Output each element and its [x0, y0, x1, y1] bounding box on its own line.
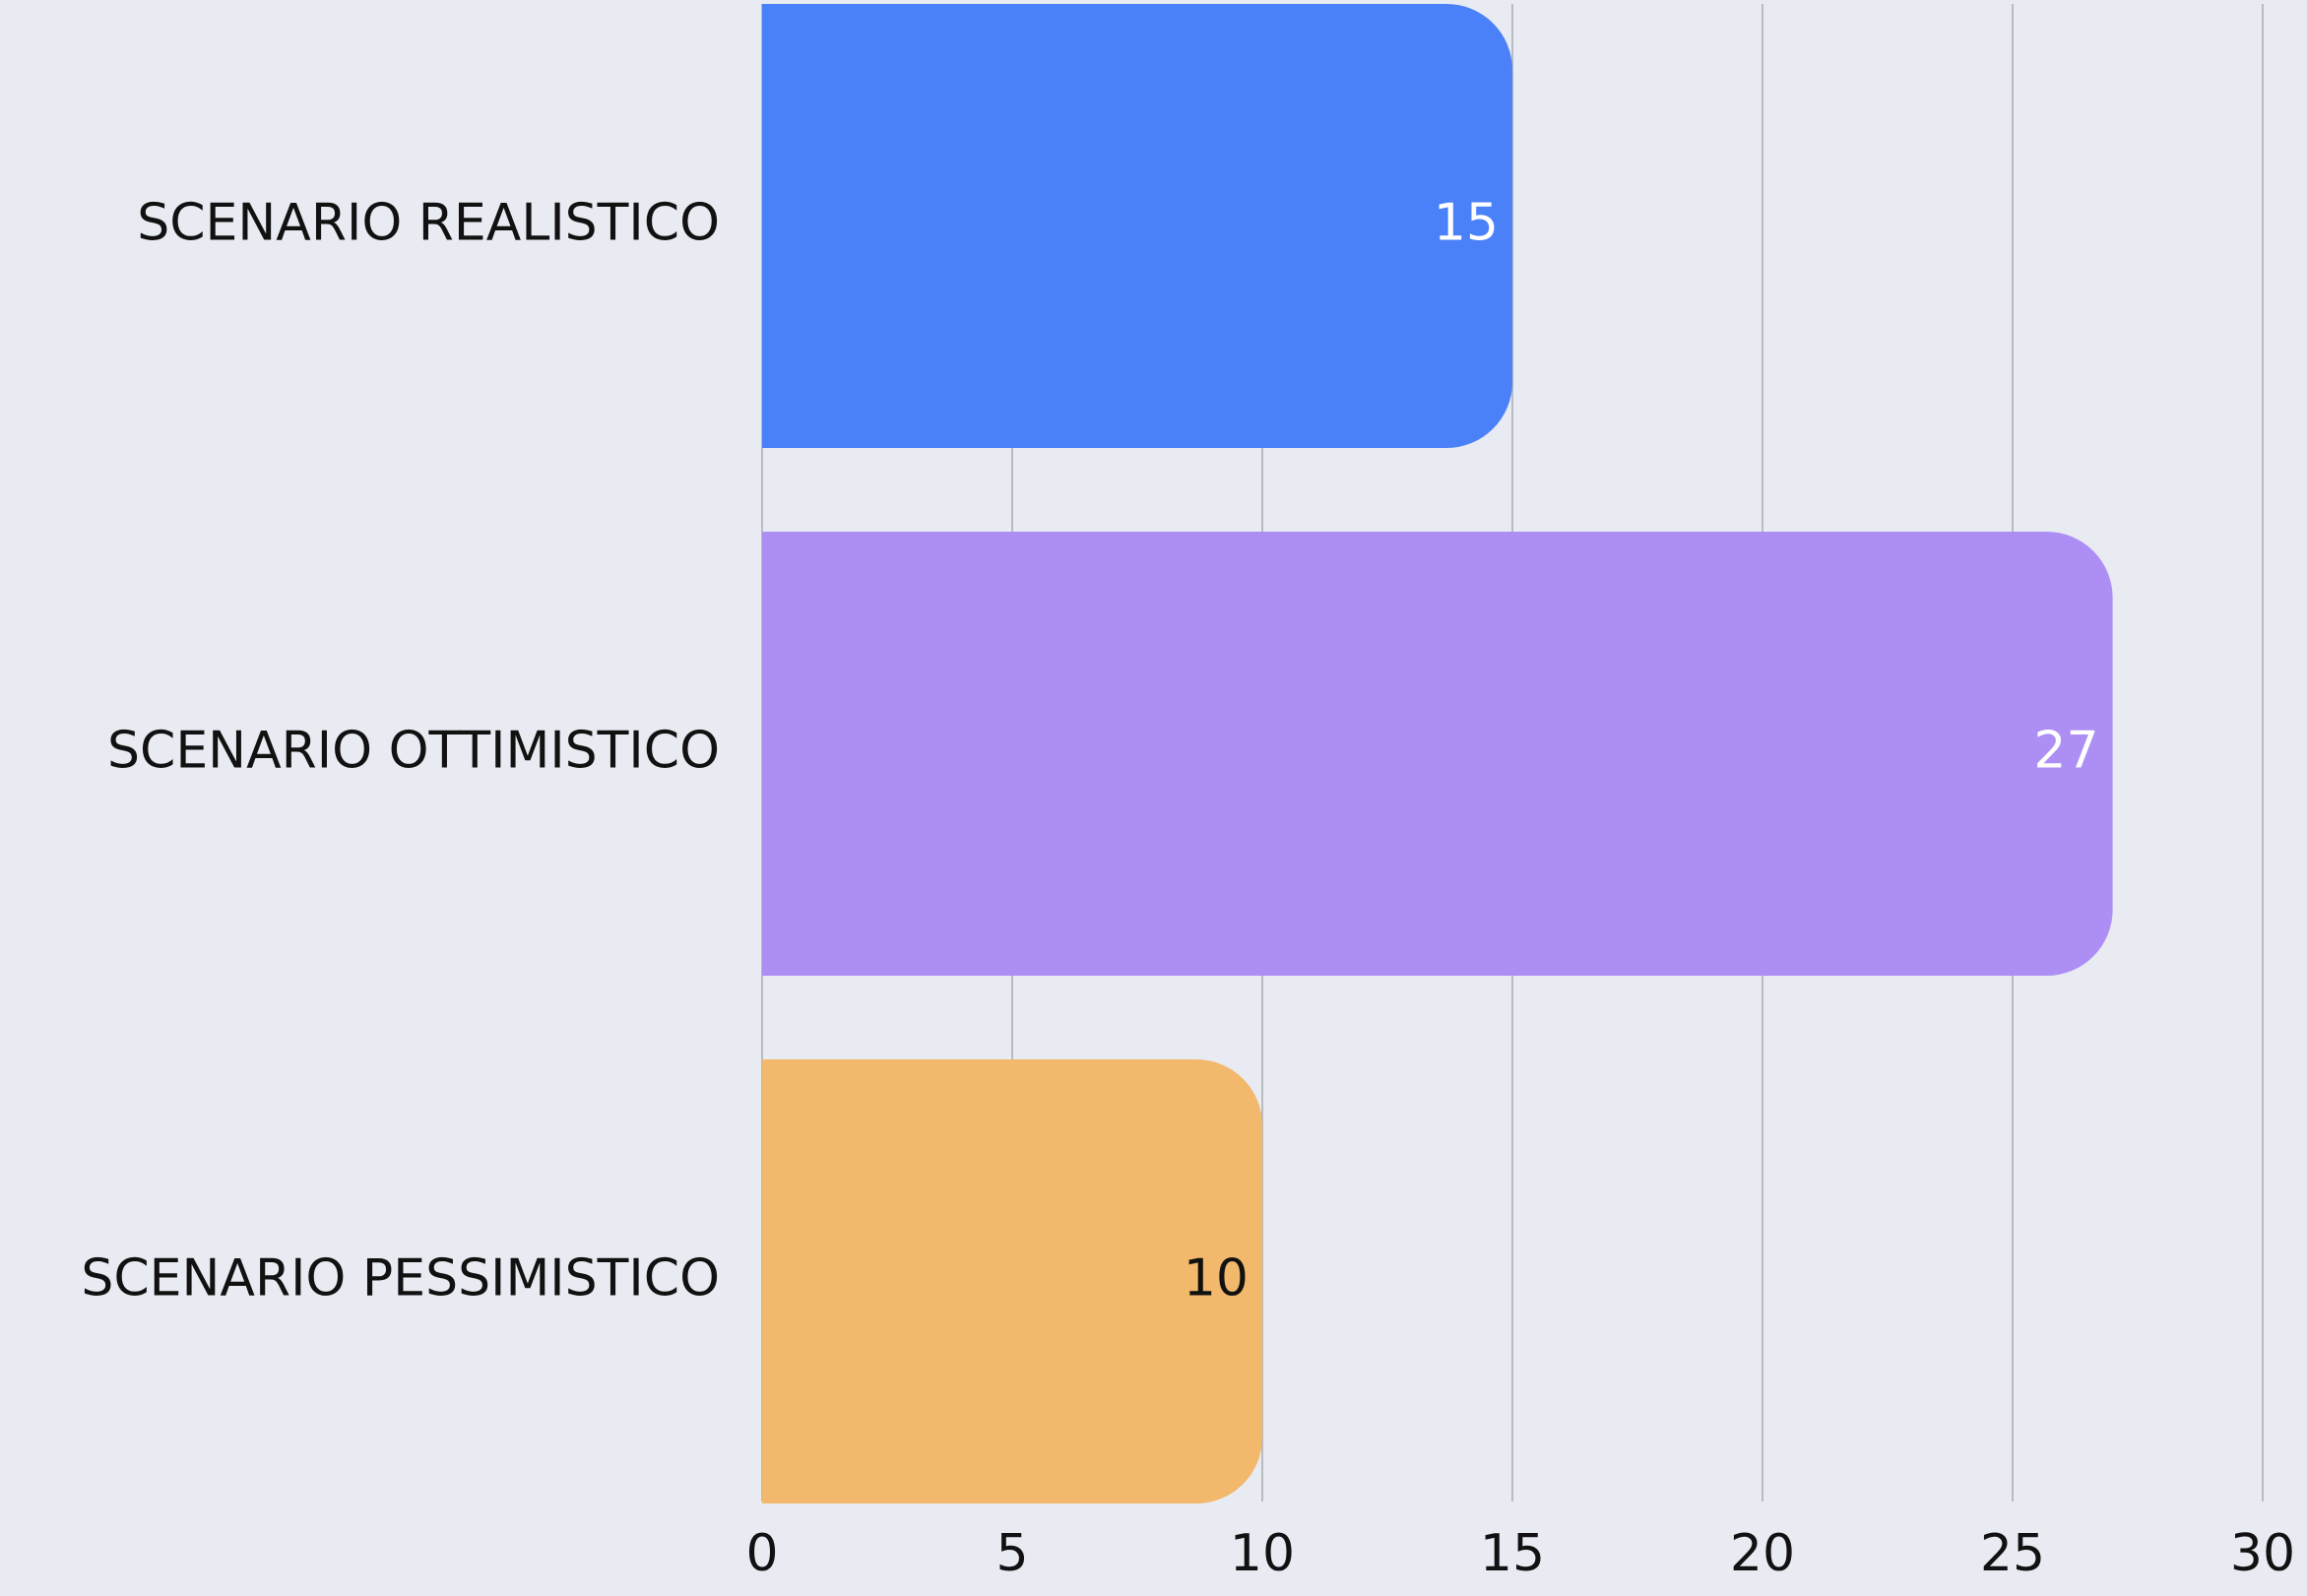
x-tick-label: 25	[1980, 1524, 2045, 1583]
x-tick-label: 20	[1730, 1524, 1795, 1583]
x-tick-label: 10	[1230, 1524, 1295, 1583]
category-label: SCENARIO REALISTICO	[137, 194, 720, 253]
category-label: SCENARIO PESSIMISTICO	[81, 1249, 720, 1309]
bar	[762, 532, 2113, 976]
x-tick-label: 30	[2230, 1524, 2295, 1583]
value-label: 15	[1434, 194, 1499, 253]
bar	[762, 4, 1512, 448]
x-tick-label: 5	[995, 1524, 1028, 1583]
value-label: 27	[2033, 722, 2098, 781]
bar	[762, 1059, 1262, 1503]
x-tick-label: 0	[745, 1524, 778, 1583]
x-tick-label: 15	[1480, 1524, 1545, 1583]
category-label: SCENARIO OTTIMISTICO	[107, 722, 720, 781]
value-label: 10	[1184, 1249, 1249, 1309]
